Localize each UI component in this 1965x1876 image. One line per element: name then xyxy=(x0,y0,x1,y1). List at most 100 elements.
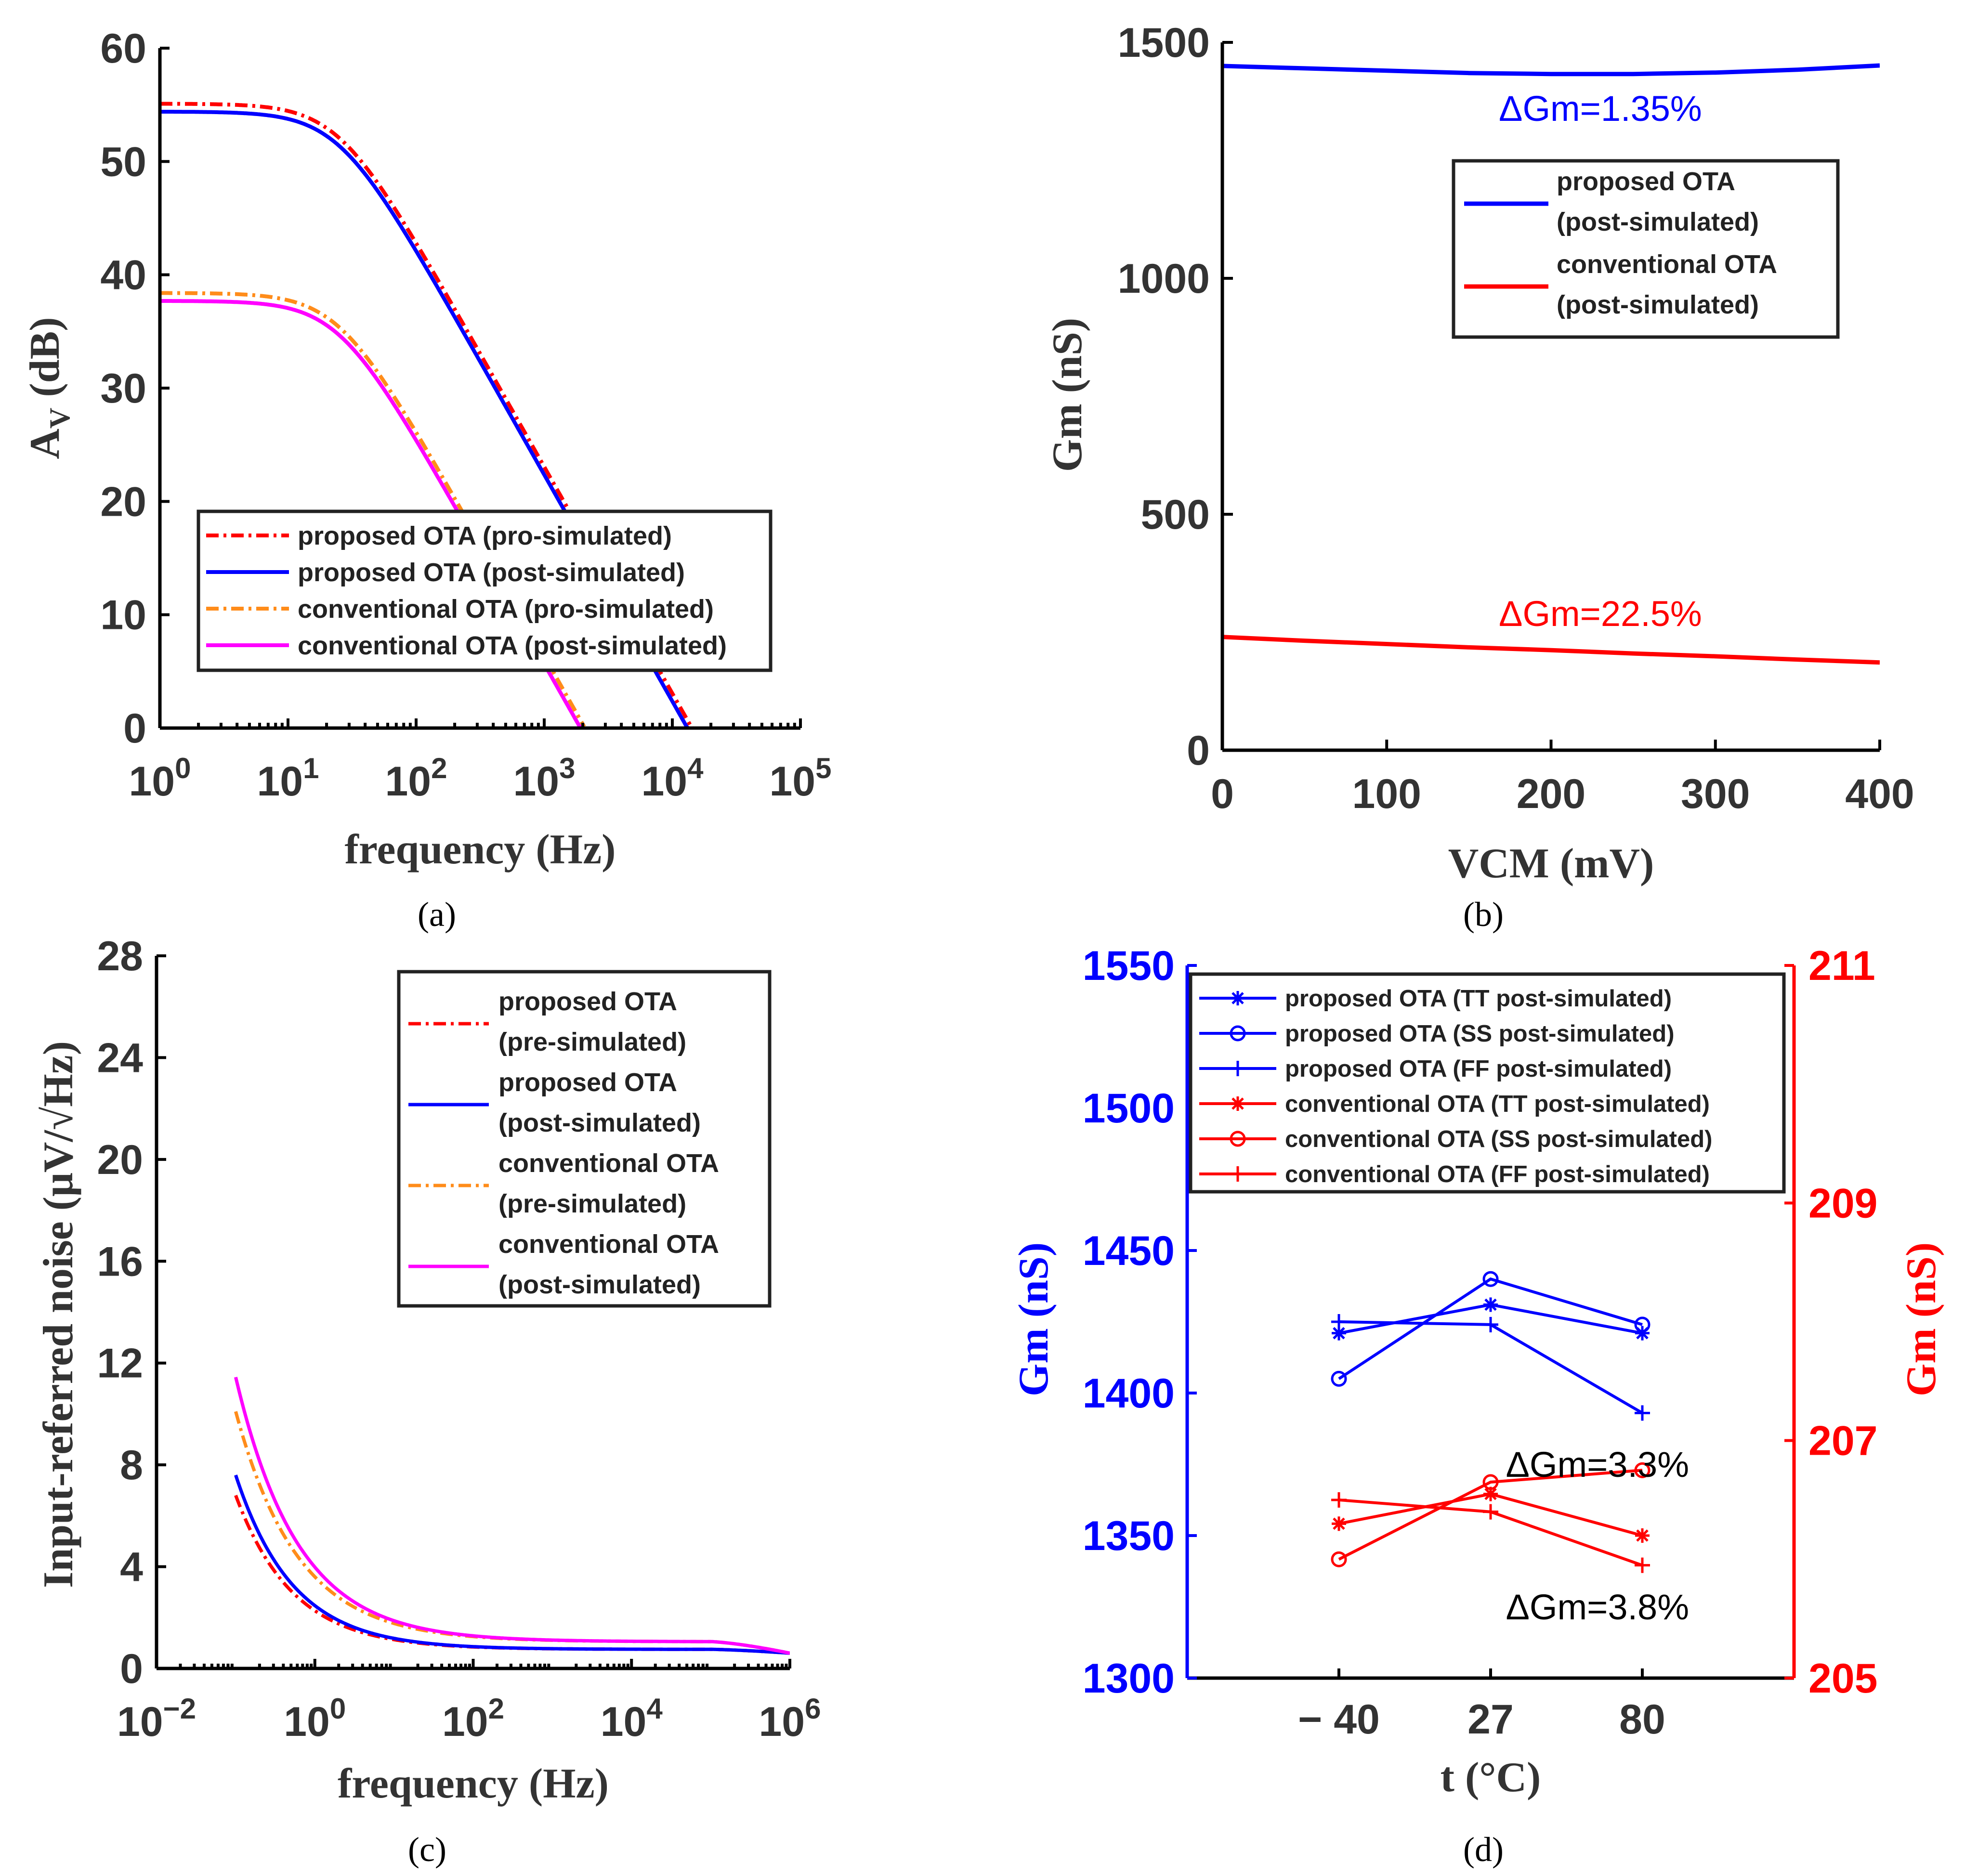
d-point-1-0 xyxy=(1331,1370,1347,1387)
c-y-tick-label-1: 4 xyxy=(120,1544,143,1590)
a-y-tick-label-1: 10 xyxy=(100,592,146,638)
a-x-tick-label-1-base: 10 xyxy=(257,758,303,805)
panel-label-a: (a) xyxy=(418,895,456,934)
d-legend-label-2: proposed OTA (FF post-simulated) xyxy=(1285,1056,1672,1082)
d-point-0-1 xyxy=(1483,1297,1498,1312)
b-x-tick-label-0: 0 xyxy=(1211,771,1234,817)
c-x-tick-label-0-base: 10 xyxy=(117,1699,163,1745)
d-right-tick-label-2: 209 xyxy=(1808,1180,1878,1226)
c-x-tick-label-0-exp: −2 xyxy=(163,1693,196,1725)
c-legend-label-3-line1: conventional OTA xyxy=(498,1230,719,1259)
d-point-4-1-circle xyxy=(1482,1474,1499,1490)
d-legend-label-5: conventional OTA (FF post-simulated) xyxy=(1285,1161,1710,1187)
d-legend-marker-1 xyxy=(1230,1025,1246,1042)
c-y-tick-label-3: 12 xyxy=(97,1341,143,1387)
d-point-1-1 xyxy=(1482,1271,1499,1287)
d-point-5-2 xyxy=(1635,1557,1650,1573)
d-series-line-2 xyxy=(1338,1320,1643,1414)
a-legend: proposed OTA (pro-simulated) proposed OTA… xyxy=(196,509,773,672)
d-point-2-1 xyxy=(1483,1316,1498,1332)
b-x-tick-label-4: 400 xyxy=(1845,771,1914,817)
a-x-tick-label-0: 100 xyxy=(129,752,191,805)
d-series-group xyxy=(1331,1271,1651,1573)
d-left-tick-label-2: 1400 xyxy=(1083,1370,1175,1417)
d-legend-marker-5 xyxy=(1230,1166,1245,1182)
c-x-axis-title: frequency (Hz) xyxy=(338,1760,609,1807)
b-legend-box xyxy=(1452,159,1840,339)
d-legend-marker-3 xyxy=(1231,1096,1245,1111)
c-series-line-3 xyxy=(234,1377,790,1655)
b-series-line-1 xyxy=(1222,635,1880,665)
c-series-line-1 xyxy=(234,1474,790,1655)
a-y-title-unit: (dB) xyxy=(22,317,68,407)
d-legend: proposed OTA (TT post-simulated) proposed… xyxy=(1189,972,1786,1194)
c-x-tick-label-1-base: 10 xyxy=(284,1699,330,1745)
d-x-tick-label-0: − 40 xyxy=(1298,1696,1380,1743)
a-y-tick-label-0: 0 xyxy=(123,705,146,752)
a-x-tick-label-0-exp: 0 xyxy=(175,752,191,784)
a-x-tick-label-5-base: 10 xyxy=(769,758,815,805)
d-point-1-1-circle xyxy=(1482,1271,1499,1287)
c-x-tick-label-4-base: 10 xyxy=(759,1699,805,1745)
panel-a-gain-vs-frequency: 100 101 102 103 104 1050102030405060frequency… xyxy=(22,26,832,934)
a-x-axis-title: frequency (Hz) xyxy=(345,826,616,873)
a-legend-label-0: proposed OTA (pro-simulated) xyxy=(298,521,672,550)
b-legend: proposed OTA (post-simulated) conventional… xyxy=(1452,159,1840,339)
a-x-tick-label-3-base: 10 xyxy=(513,758,559,805)
c-legend-label-0-line1: proposed OTA xyxy=(498,987,677,1016)
d-point-3-0 xyxy=(1332,1516,1346,1531)
d-point-4-1 xyxy=(1482,1474,1499,1490)
b-y-tick-label-3: 1500 xyxy=(1118,20,1210,66)
d-annotation-0: ΔGm=3.3% xyxy=(1506,1445,1690,1485)
d-annotation-1: ΔGm=3.8% xyxy=(1506,1587,1690,1627)
d-series-line-1 xyxy=(1338,1277,1643,1380)
d-left-tick-label-3: 1450 xyxy=(1083,1228,1175,1274)
d-point-4-2 xyxy=(1634,1462,1651,1478)
c-legend-box xyxy=(397,970,772,1308)
a-y-tick-label-5: 50 xyxy=(100,139,146,185)
b-series-line-0 xyxy=(1222,63,1880,77)
a-x-tick-label-5: 105 xyxy=(769,752,831,805)
c-series-line-0 xyxy=(234,1495,790,1655)
c-y-tick-label-2: 8 xyxy=(120,1442,143,1488)
d-legend-marker-3-d2 xyxy=(1231,1097,1244,1110)
d-point-0-0-d2 xyxy=(1333,1327,1345,1340)
a-x-tick-label-3-exp: 3 xyxy=(559,752,575,784)
c-legend-label-2-line1: conventional OTA xyxy=(498,1149,719,1178)
d-point-4-2-circle xyxy=(1634,1462,1651,1478)
a-y-tick-label-6: 60 xyxy=(100,26,146,72)
c-x-tick-label-2: 102 xyxy=(442,1693,504,1745)
c-y-axis-title: Input-referred noise (μV/√Hz) xyxy=(35,1041,82,1588)
panel-label-d: (d) xyxy=(1463,1830,1504,1869)
d-point-1-0-circle xyxy=(1331,1370,1347,1387)
a-legend-label-2: conventional OTA (pro-simulated) xyxy=(298,595,714,624)
d-left-tick-label-5: 1550 xyxy=(1083,943,1175,989)
c-x-tick-label-1: 100 xyxy=(284,1693,346,1745)
d-legend-label-3: conventional OTA (TT post-simulated) xyxy=(1285,1091,1710,1117)
b-annotation-0: ΔGm=1.35% xyxy=(1499,89,1702,129)
a-legend-label-1: proposed OTA (post-simulated) xyxy=(298,558,685,587)
a-y-tick-label-2: 20 xyxy=(100,479,146,525)
d-point-3-0-d2 xyxy=(1333,1517,1345,1530)
c-legend-label-3-line2: (post-simulated) xyxy=(498,1270,701,1299)
b-annotation-1: ΔGm=22.5% xyxy=(1499,594,1702,634)
d-right-tick-label-0: 205 xyxy=(1808,1655,1878,1702)
b-y-axis-title: Gm (nS) xyxy=(1044,318,1091,472)
c-legend-label-1-line2: (post-simulated) xyxy=(498,1108,701,1137)
d-x-tick-label-2: 80 xyxy=(1619,1696,1665,1743)
b-legend-label-0-line1: proposed OTA xyxy=(1557,167,1735,196)
d-point-5-0 xyxy=(1331,1492,1347,1508)
d-point-3-2-d2 xyxy=(1636,1529,1649,1542)
a-x-tick-label-4-exp: 4 xyxy=(687,752,704,784)
a-y-title-sub: V xyxy=(44,408,76,429)
c-x-tick-label-3: 104 xyxy=(601,1693,663,1745)
c-y-tick-label-6: 24 xyxy=(97,1035,143,1081)
d-point-1-2 xyxy=(1634,1316,1651,1333)
c-legend-label-1-line1: proposed OTA xyxy=(498,1068,677,1097)
d-point-0-1-d2 xyxy=(1484,1298,1497,1311)
c-x-tick-label-1-exp: 0 xyxy=(330,1693,346,1725)
b-y-tick-label-0: 0 xyxy=(1187,728,1210,774)
a-y-tick-label-4: 40 xyxy=(100,252,146,299)
d-left-tick-label-0: 1300 xyxy=(1083,1655,1175,1702)
